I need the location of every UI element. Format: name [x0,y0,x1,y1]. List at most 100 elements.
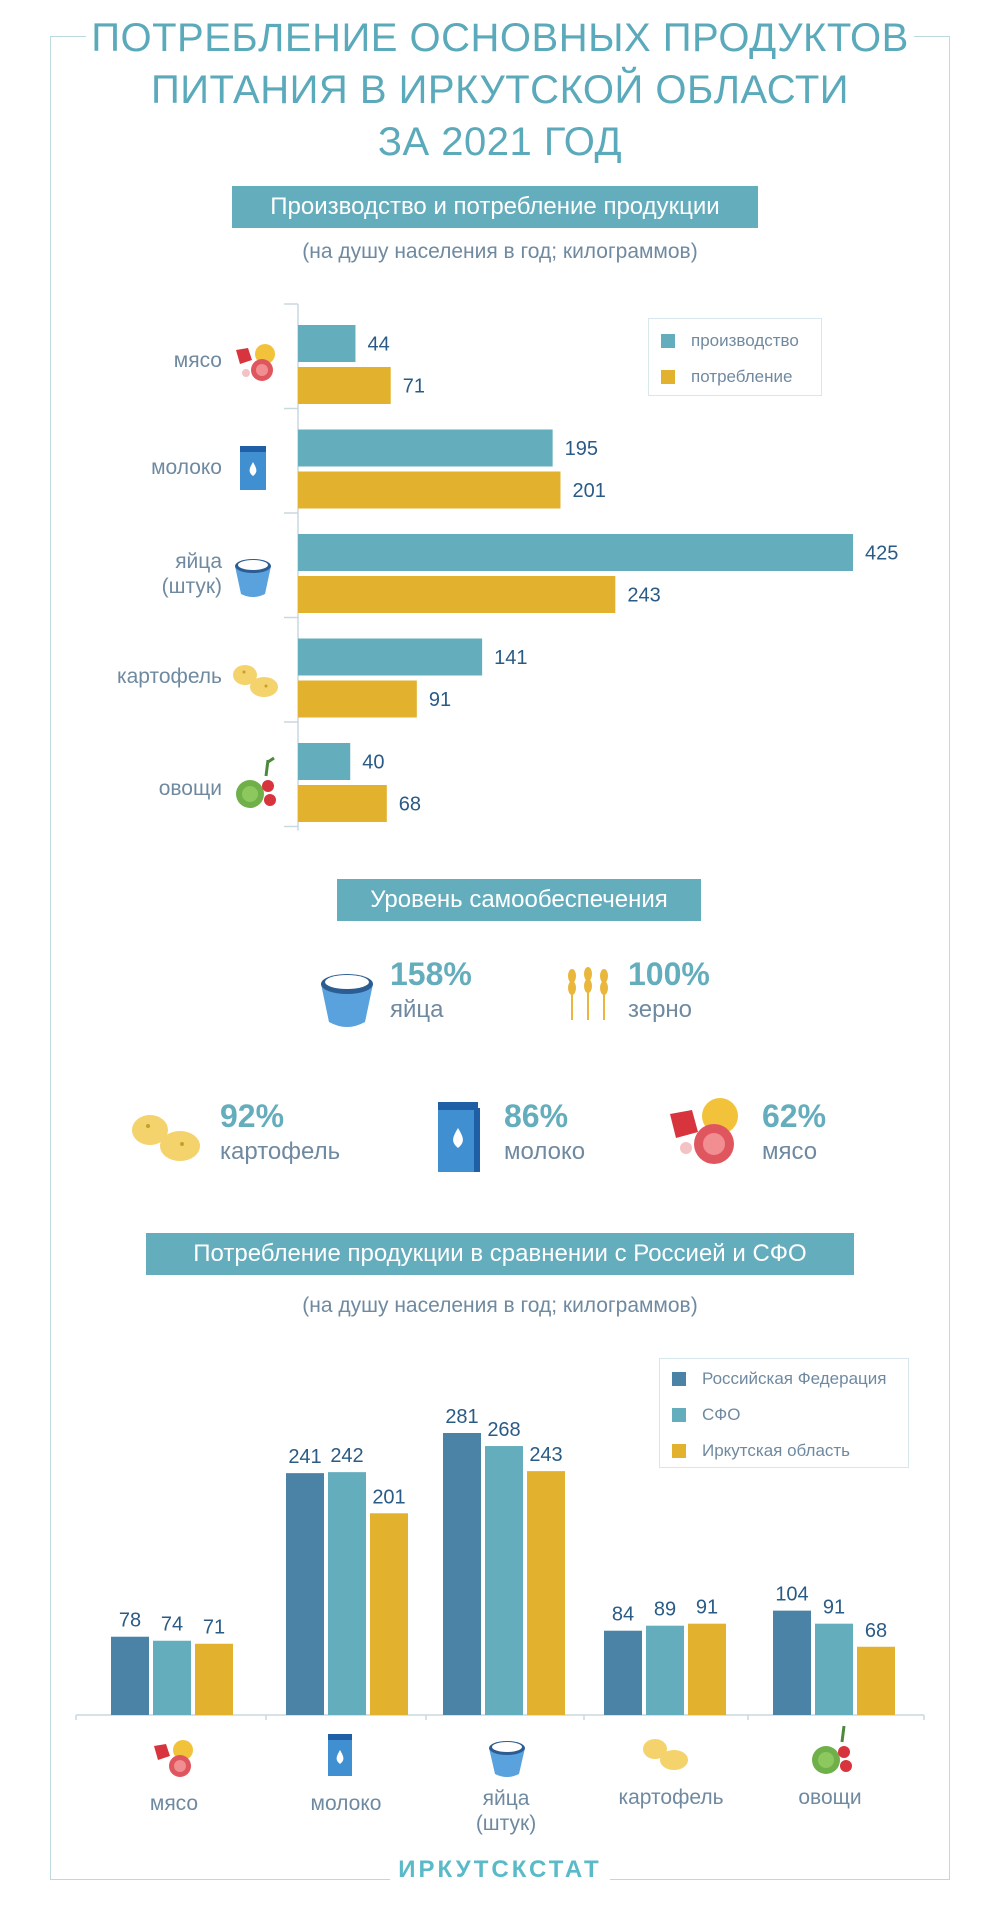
legend-item-irk: Иркутская область [672,1441,850,1461]
bar-irk-potato [688,1623,726,1715]
legend-label-consumption: потребление [691,367,793,386]
bar-consumption-meat [298,367,391,404]
self-pct-eggs: 158% [390,956,472,992]
category-label-eggs: яйца (штук) [80,549,222,599]
bar-sfo-potato [646,1625,684,1715]
wheat-icon [568,967,608,1020]
bar-irk-meat [195,1643,233,1715]
value-label-production-eggs: 425 [865,543,898,565]
footer-brand: ИРКУТСКСТАТ [398,1856,602,1883]
page-title: ПОТРЕБЛЕНИЕ ОСНОВНЫХ ПРОДУКТОВ ПИТАНИЯ В… [60,12,940,168]
bar-rf-veg [773,1610,811,1715]
bar-irk-veg [857,1646,895,1715]
legend-label-rf: Российская Федерация [702,1369,887,1388]
value-label-rf-potato: 84 [612,1604,634,1626]
bar-rf-milk [286,1473,324,1715]
meat-icon [236,344,275,381]
meat-icon [670,1098,738,1164]
value-label-irk-meat: 71 [203,1617,225,1639]
x-label-eggs-line2: (штук) [475,1812,537,1835]
bar-consumption-veg [298,785,387,822]
value-label-rf-veg: 104 [775,1584,808,1606]
x-label-meat: мясо [149,1792,199,1815]
legend-swatch-gold [661,370,675,384]
production-consumption-chart: 44 71 195 201 425 243 141 91 40 68 [284,303,898,831]
bar-production-veg [298,743,351,780]
bar-rf-potato [604,1630,642,1715]
value-label-rf-eggs: 281 [445,1406,478,1428]
value-label-production-potato: 141 [494,647,527,669]
self-pct-meat: 62% [762,1098,827,1134]
value-label-sfo-eggs: 268 [487,1419,520,1441]
value-label-rf-meat: 78 [119,1610,141,1632]
section-subtitle: (на душу населения в год; килограммов) [302,240,698,263]
egg-bowl-icon [489,1741,525,1777]
milk-carton-icon [240,446,266,490]
potato-icon [132,1115,200,1161]
value-label-rf-milk: 241 [288,1446,321,1468]
chart2-legend: Российская Федерация СФО Иркутская облас… [659,1358,909,1468]
bar-rf-meat [111,1636,149,1715]
value-label-production-veg: 40 [362,752,384,774]
value-label-consumption-veg: 68 [399,794,421,816]
bar-consumption-milk [298,471,561,509]
self-pct-grain: 100% [628,956,710,992]
x-label-milk: молоко [310,1792,382,1815]
value-label-production-milk: 195 [565,438,598,460]
self-name-potato: картофель [220,1138,341,1165]
milk-carton-icon [328,1734,352,1776]
legend-item-sfo: СФО [672,1405,740,1425]
egg-bowl-icon [235,559,271,597]
egg-bowl-icon [321,974,373,1027]
value-label-irk-milk: 201 [372,1486,405,1508]
section-subtitle: (на душу населения в год; килограммов) [302,1294,698,1317]
bar-production-eggs [298,534,853,571]
value-label-sfo-potato: 89 [654,1599,676,1621]
legend-swatch-teal [661,334,675,348]
legend-swatch-navy [672,1372,686,1386]
frame-gap [390,1868,610,1892]
value-label-sfo-milk: 242 [330,1445,363,1467]
value-label-consumption-eggs: 243 [627,585,660,607]
value-label-irk-veg: 68 [865,1620,887,1642]
category-label-milk: молоко [151,456,222,479]
frame-gap [86,28,914,46]
title-line-2: ПИТАНИЯ В ИРКУТСКОЙ ОБЛАСТИ [150,68,850,112]
self-pct-milk: 86% [504,1098,569,1134]
legend-label-sfo: СФО [702,1405,741,1424]
x-label-eggs: яйца (штук) [446,1786,566,1836]
legend-item-rf: Российская Федерация [672,1369,886,1389]
legend-item-production: производство [661,331,799,351]
value-label-sfo-veg: 91 [823,1597,845,1619]
bar-sfo-veg [815,1623,853,1715]
x-label-potato: картофель [618,1786,724,1809]
value-label-sfo-meat: 74 [161,1614,183,1636]
self-name-meat: мясо [762,1138,818,1165]
legend-label-production: производство [691,331,799,350]
category-label-vegetables: овощи [158,777,222,800]
section-tag-self-sufficiency: Уровень самообеспечения [337,879,701,921]
self-name-eggs: яйца [390,996,444,1023]
value-label-consumption-potato: 91 [429,689,451,711]
legend-label-irk: Иркутская область [702,1441,851,1460]
section-tag-production: Производство и потребление продукции [232,186,758,228]
legend-item-consumption: потребление [661,367,792,387]
title-line-3: ЗА 2021 ГОД [377,120,623,164]
potato-icon [643,1739,688,1770]
self-pct-potato: 92% [220,1098,285,1134]
bar-sfo-eggs [485,1446,523,1715]
vegetables-icon [812,1725,852,1774]
value-label-consumption-milk: 201 [572,480,605,502]
value-label-consumption-meat: 71 [403,376,425,398]
potato-icon [233,665,278,697]
bar-production-potato [298,638,483,676]
comparison-chart: 78 74 71 241 242 201 281 268 243 84 89 91 104 91 68 [75,1406,925,1720]
legend-swatch-gold [672,1444,686,1458]
bar-consumption-eggs [298,576,616,613]
bar-production-milk [298,429,553,467]
bar-production-meat [298,325,356,362]
category-label-eggs-line2: (штук) [161,575,222,598]
x-label-eggs-line1: яйца [482,1787,530,1810]
self-name-grain: зерно [628,996,693,1023]
section-tag-comparison: Потребление продукции в сравнении с Росс… [146,1233,854,1275]
